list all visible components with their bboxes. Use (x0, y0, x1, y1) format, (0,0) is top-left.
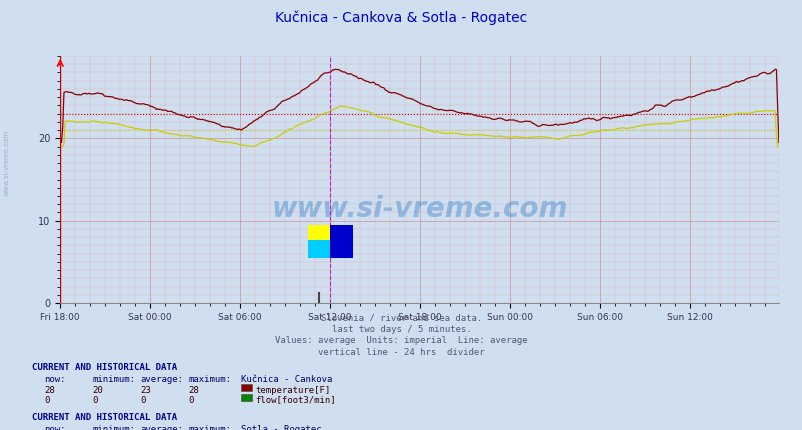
Text: maximum:: maximum: (188, 375, 232, 384)
Text: last two days / 5 minutes.: last two days / 5 minutes. (331, 325, 471, 334)
Text: 23: 23 (140, 386, 151, 395)
Text: average:: average: (140, 425, 184, 430)
Text: CURRENT AND HISTORICAL DATA: CURRENT AND HISTORICAL DATA (32, 363, 177, 372)
Bar (330, 225, 352, 258)
Text: Kučnica - Cankova & Sotla - Rogatec: Kučnica - Cankova & Sotla - Rogatec (275, 11, 527, 25)
Text: now:: now: (44, 375, 66, 384)
Text: now:: now: (44, 425, 66, 430)
Text: 0: 0 (92, 396, 98, 405)
Text: www.si-vreme.com: www.si-vreme.com (271, 195, 567, 223)
Text: temperature[F]: temperature[F] (255, 386, 330, 395)
Text: minimum:: minimum: (92, 375, 136, 384)
Text: Kučnica - Cankova: Kučnica - Cankova (241, 375, 332, 384)
Text: Sotla - Rogatec: Sotla - Rogatec (241, 425, 321, 430)
Text: minimum:: minimum: (92, 425, 136, 430)
Text: 28: 28 (44, 386, 55, 395)
Text: 0: 0 (140, 396, 146, 405)
Text: www.si-vreme.com: www.si-vreme.com (3, 130, 10, 197)
Text: 0: 0 (44, 396, 50, 405)
Text: Values: average  Units: imperial  Line: average: Values: average Units: imperial Line: av… (275, 336, 527, 345)
Text: Slovenia / river and sea data.: Slovenia / river and sea data. (321, 313, 481, 322)
Text: 0: 0 (188, 396, 194, 405)
Text: CURRENT AND HISTORICAL DATA: CURRENT AND HISTORICAL DATA (32, 413, 177, 422)
Text: maximum:: maximum: (188, 425, 232, 430)
Text: 20: 20 (92, 386, 103, 395)
Bar (307, 225, 330, 258)
Text: vertical line - 24 hrs  divider: vertical line - 24 hrs divider (318, 348, 484, 357)
Text: average:: average: (140, 375, 184, 384)
Text: 28: 28 (188, 386, 199, 395)
Text: flow[foot3/min]: flow[foot3/min] (255, 396, 335, 405)
Bar (307, 240, 330, 258)
